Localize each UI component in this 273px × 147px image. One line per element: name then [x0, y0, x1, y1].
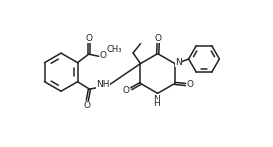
Text: O: O: [100, 51, 107, 60]
Text: N: N: [153, 95, 160, 104]
Text: O: O: [83, 101, 90, 110]
Text: N: N: [176, 58, 182, 67]
Text: O: O: [85, 34, 92, 43]
Text: NH: NH: [96, 80, 110, 89]
Text: H: H: [153, 100, 160, 108]
Text: O: O: [123, 86, 130, 95]
Text: CH₃: CH₃: [107, 45, 122, 54]
Text: O: O: [187, 80, 194, 89]
Text: O: O: [155, 34, 162, 43]
